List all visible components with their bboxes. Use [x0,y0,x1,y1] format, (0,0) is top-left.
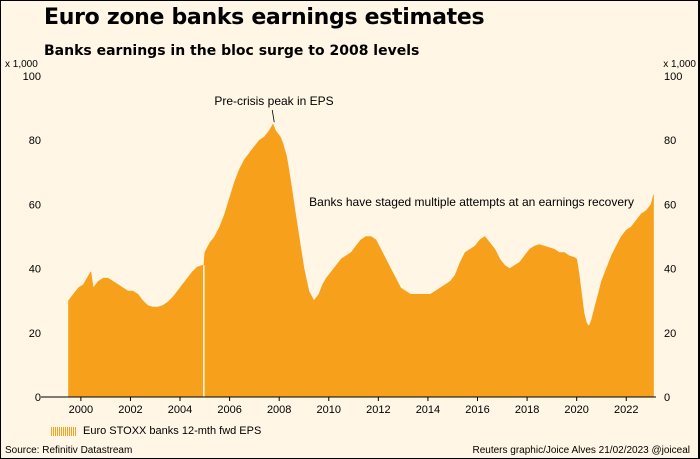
legend-swatch [51,426,77,436]
y-tick-label-right: 0 [664,392,670,404]
x-tick-label: 2018 [515,404,539,416]
chart-title: Euro zone banks earnings estimates [44,5,485,30]
x-tick-label: 2022 [614,404,638,416]
y-tick-label-left: 0 [35,392,41,404]
legend-label: Euro STOXX banks 12-mth fwd EPS [83,425,262,437]
x-tick-label: 2004 [168,404,192,416]
y-tick-label-left: 100 [23,71,41,83]
x-tick-label: 2008 [267,404,291,416]
x-tick-label: 2014 [416,404,440,416]
y-tick-label-right: 60 [664,199,676,211]
y-tick-label-left: 20 [29,328,41,340]
source-note: Source: Refinitiv Datastream [5,445,133,456]
x-tick-label: 2002 [118,404,142,416]
y-tick-label-left: 40 [29,264,41,276]
x-tick-label: 2020 [564,404,588,416]
annotation-recovery: Banks have staged multiple attempts at a… [309,195,634,209]
y-tick-label-right: 20 [664,328,676,340]
y-tick-label-right: 80 [664,135,676,147]
x-tick-label: 2012 [366,404,390,416]
annotation-leader [271,109,275,123]
x-tick-label: 2016 [465,404,489,416]
x-tick-label: 2006 [217,404,241,416]
credit-note: Reuters graphic/Joice Alves 21/02/2023 @… [472,445,691,456]
y-unit-label-right: x 1,000 [663,59,696,70]
legend: Euro STOXX banks 12-mth fwd EPS [51,425,261,437]
x-tick-label: 2010 [317,404,341,416]
x-tick-label: 2000 [69,404,93,416]
chart-subtitle: Banks earnings in the bloc surge to 2008… [44,43,420,59]
annotation-peak: Pre-crisis peak in EPS [214,94,333,108]
y-tick-label-left: 60 [29,199,41,211]
y-tick-label-right: 100 [664,71,682,83]
y-unit-label-left: x 1,000 [5,59,38,70]
y-tick-label-right: 40 [664,264,676,276]
y-tick-label-left: 80 [29,135,41,147]
series-area [68,123,654,398]
